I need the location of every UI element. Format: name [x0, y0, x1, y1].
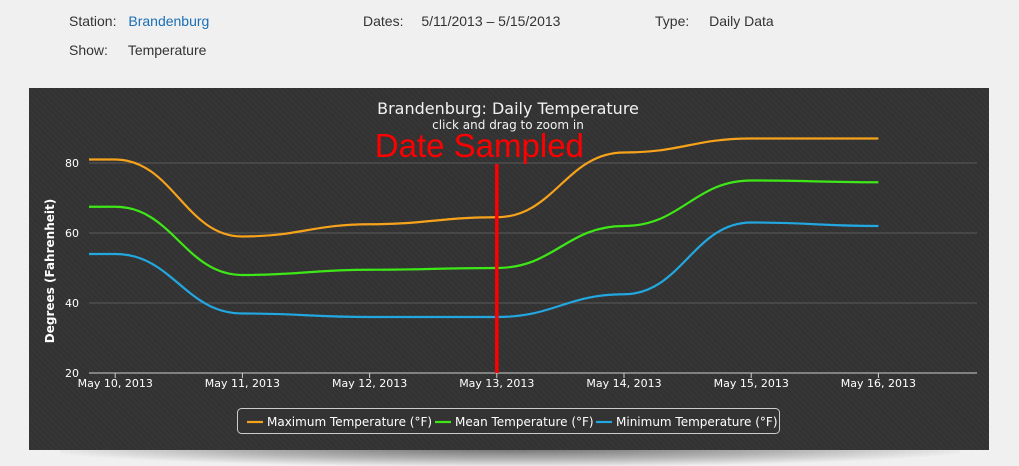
legend-box — [237, 408, 780, 434]
station-label: Station: — [69, 13, 117, 29]
dates-value: 5/11/2013 – 5/15/2013 — [421, 13, 561, 29]
y-tick-label: 20 — [65, 367, 79, 380]
chart-axes: 20 40 60 80 May 10, 2013 May 11, 2013 May 12, … — [65, 157, 977, 390]
annotation-label: Date Sampled — [375, 127, 584, 164]
y-tick-label: 80 — [65, 157, 79, 170]
y-axis-title: Degrees (Fahrenheit) — [43, 199, 57, 343]
x-tick-label: May 15, 2013 — [714, 377, 789, 390]
chart-legend[interactable]: Maximum Temperature (°F) Mean Temperature… — [237, 408, 780, 434]
type-label: Type: — [655, 13, 690, 29]
x-tick-label: May 12, 2013 — [332, 377, 407, 390]
x-tick-label: May 10, 2013 — [78, 377, 153, 390]
legend-label: Minimum Temperature (°F) — [616, 415, 778, 429]
x-tick-label: May 16, 2013 — [841, 377, 916, 390]
temperature-chart[interactable]: Brandenburg: Daily Temperature click and… — [29, 88, 989, 450]
panel-shadow — [60, 448, 960, 466]
type-field: Type: Daily Data — [655, 13, 774, 29]
dates-field: Dates: 5/11/2013 – 5/15/2013 — [363, 13, 560, 29]
x-tick-label: May 11, 2013 — [205, 377, 280, 390]
station-link[interactable]: Brandenburg — [128, 13, 210, 29]
x-tick-label: May 14, 2013 — [586, 377, 661, 390]
chart-title: Brandenburg: Daily Temperature — [377, 99, 639, 118]
series-line-maximum[interactable] — [29, 137, 879, 238]
legend-item-maximum[interactable]: Maximum Temperature (°F) — [247, 415, 432, 429]
legend-label: Mean Temperature (°F) — [455, 415, 594, 429]
station-field: Station: Brandenburg — [69, 13, 209, 29]
filter-summary-row: Station: Brandenburg Dates: 5/11/2013 – … — [0, 13, 1019, 33]
legend-label: Maximum Temperature (°F) — [267, 415, 432, 429]
x-tick-label: May 13, 2013 — [459, 377, 534, 390]
chart-annotation: Date Sampled — [375, 127, 584, 373]
y-tick-label: 40 — [65, 297, 79, 310]
show-field: Show: Temperature — [69, 42, 206, 58]
temperature-chart-panel[interactable]: Brandenburg: Daily Temperature click and… — [29, 88, 989, 450]
legend-item-minimum[interactable]: Minimum Temperature (°F) — [596, 415, 778, 429]
type-value: Daily Data — [709, 13, 774, 29]
legend-item-mean[interactable]: Mean Temperature (°F) — [435, 415, 594, 429]
chart-subtitle: click and drag to zoom in — [432, 118, 584, 132]
series-line-minimum[interactable] — [29, 221, 879, 319]
series-line-mean[interactable] — [29, 179, 879, 277]
show-value: Temperature — [127, 42, 207, 58]
chart-gridlines — [89, 162, 977, 304]
y-tick-label: 60 — [65, 227, 79, 240]
dates-label: Dates: — [363, 13, 404, 29]
chart-series — [29, 137, 879, 319]
show-label: Show: — [69, 42, 108, 58]
